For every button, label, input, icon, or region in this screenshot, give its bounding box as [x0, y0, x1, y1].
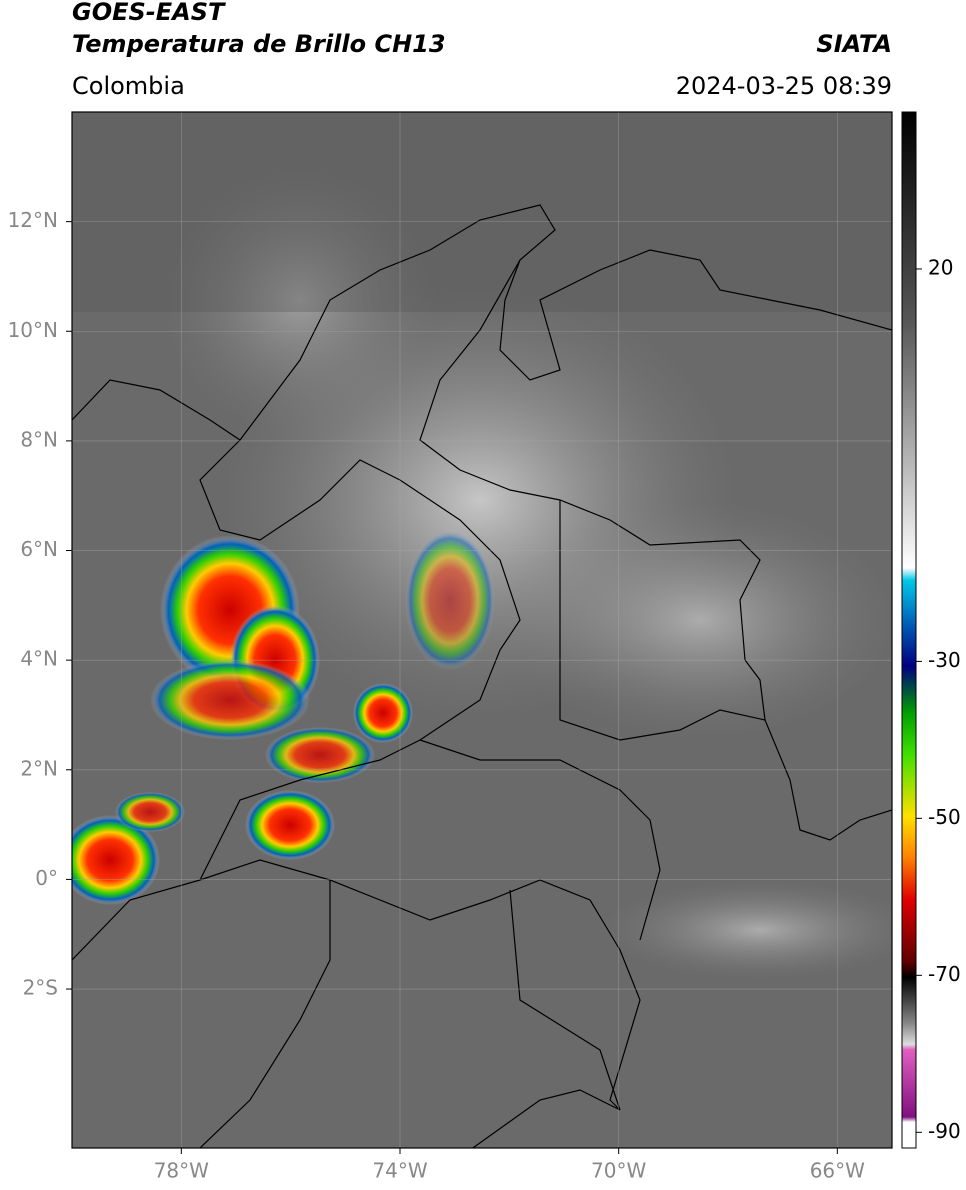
- lon-tick-label: 66°W: [810, 1159, 865, 1183]
- subtitle: Temperatura de Brillo CH13: [72, 30, 446, 58]
- colorbar-tick-label: -30: [928, 648, 961, 672]
- lat-tick-label: 8°N: [20, 427, 58, 451]
- lat-tick-label: 6°N: [20, 537, 58, 561]
- colorbar-tick-label: 20: [928, 255, 953, 279]
- lat-tick-label: 0°: [35, 866, 58, 890]
- cloud: [160, 160, 440, 440]
- cloud: [500, 500, 892, 740]
- borders: [72, 204, 892, 1148]
- lon-tick-label: 70°W: [591, 1159, 646, 1183]
- cloud: [600, 880, 892, 980]
- lat-tick-label: 4°N: [20, 647, 58, 671]
- map-image: [72, 112, 892, 1148]
- lat-tick-label: 10°N: [8, 318, 58, 342]
- title: GOES-EAST: [72, 0, 226, 26]
- lon-tick-label: 74°W: [372, 1159, 427, 1183]
- lat-tick-label: 12°N: [8, 208, 58, 232]
- colorbar-tick-label: -50: [928, 805, 961, 829]
- shade: [72, 112, 892, 312]
- colorbar-tick-label: -70: [928, 962, 961, 986]
- region: Colombia: [72, 72, 185, 100]
- lon-tick-label: 78°W: [154, 1159, 209, 1183]
- storm: [405, 530, 495, 670]
- grid: [72, 112, 892, 1148]
- source: SIATA: [816, 30, 892, 58]
- storm: [115, 792, 185, 832]
- storm: [353, 683, 413, 743]
- datetime: 2024-03-25 08:39: [676, 72, 892, 100]
- colorbar-tick-label: -90: [928, 1119, 961, 1143]
- lat-tick-label: 2°N: [20, 756, 58, 780]
- colorbar: [901, 111, 917, 1149]
- storm: [150, 660, 310, 740]
- lat-tick-label: 2°S: [23, 976, 58, 1000]
- storm: [265, 727, 375, 783]
- map-frame: [71, 111, 893, 1149]
- storm: [245, 790, 335, 860]
- storm: [72, 815, 160, 905]
